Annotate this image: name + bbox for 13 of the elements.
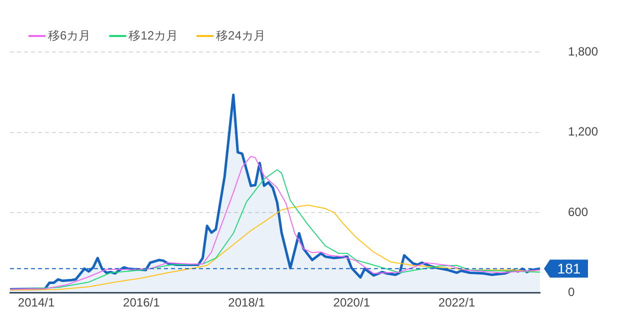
y-tick-label: 1,200: [568, 124, 598, 139]
y-tick-label: 600: [568, 204, 588, 219]
ref-line-label: 181: [557, 260, 581, 276]
y-tick-label: 1,800: [568, 44, 598, 58]
x-tick-label: 2018/1: [228, 295, 266, 310]
y-tick-label: 0: [568, 285, 575, 300]
x-tick-label: 2014/1: [18, 295, 55, 310]
x-tick-label: 2020/1: [333, 295, 370, 310]
legend-label: 移24カ月: [216, 28, 266, 42]
x-tick-label: 2022/1: [438, 295, 476, 310]
x-tick-label: 2016/1: [123, 295, 160, 310]
legend-label: 移6カ月: [48, 28, 91, 42]
legend-label: 移12カ月: [128, 28, 178, 42]
